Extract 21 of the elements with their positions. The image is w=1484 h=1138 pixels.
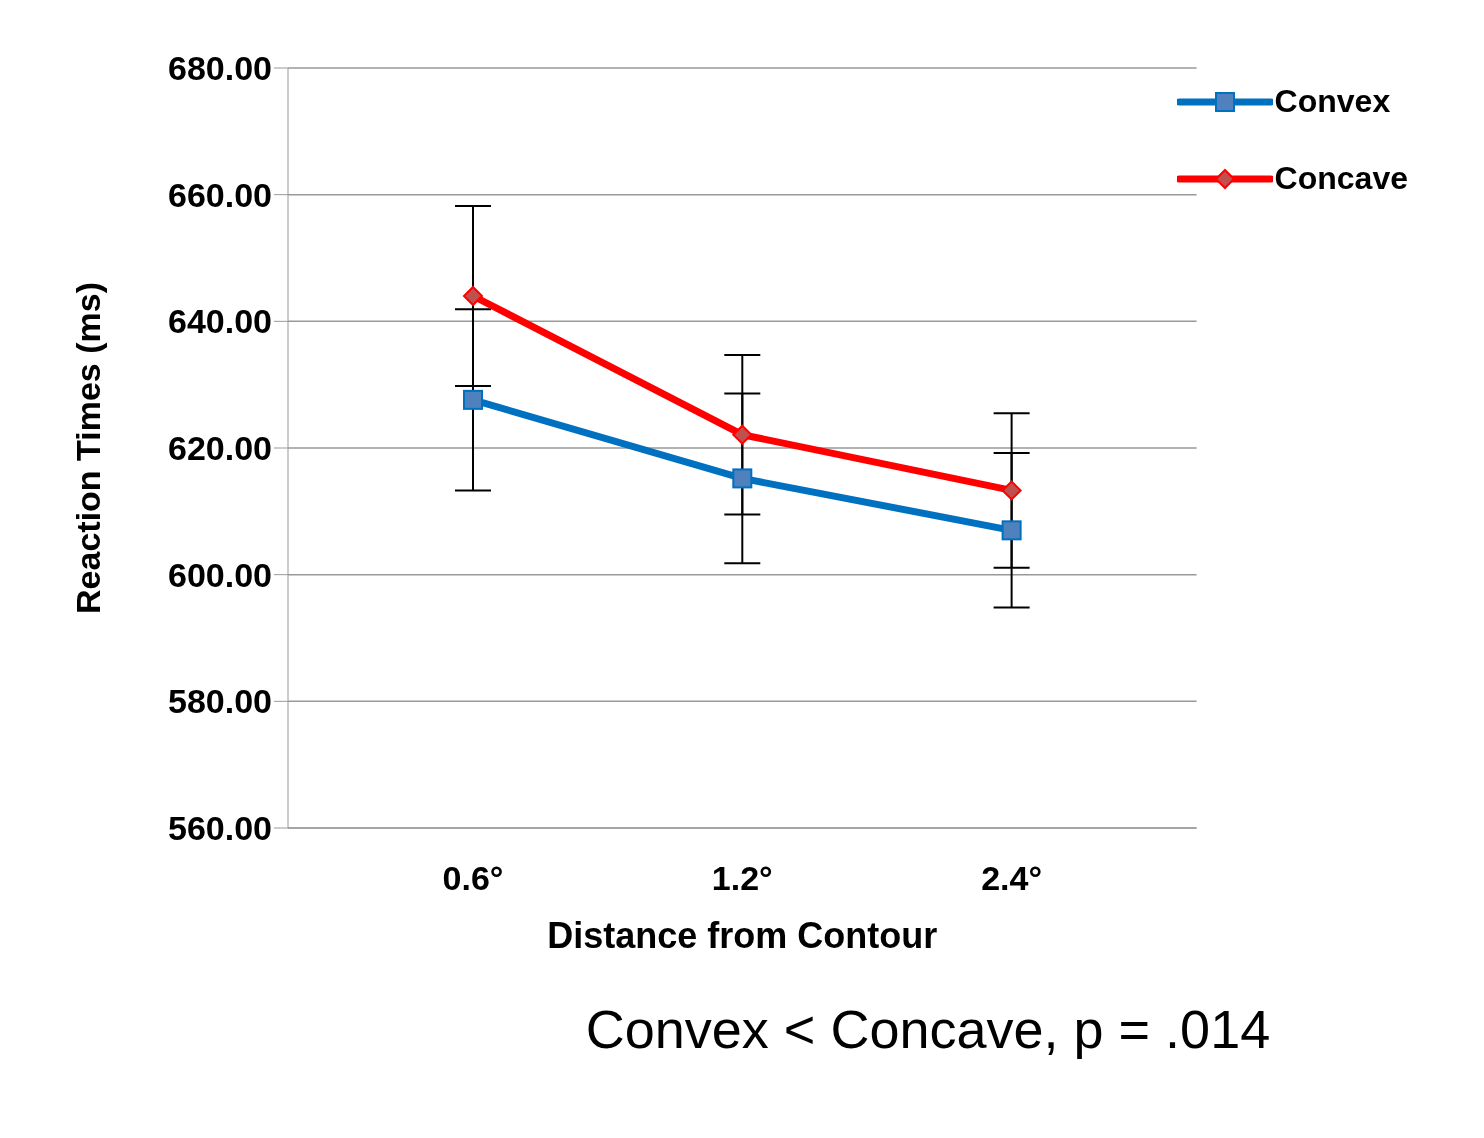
y-tick-label: 620.00 <box>168 429 272 468</box>
y-tick-label: 680.00 <box>168 49 272 88</box>
x-axis-title: Distance from Contour <box>547 915 938 956</box>
point <box>732 424 753 445</box>
text: Convex < Concave, p = .014 <box>584 998 1272 1060</box>
x-tick-label: 0.6° <box>442 859 504 898</box>
y-tick-label: 580.00 <box>168 682 272 721</box>
point <box>732 468 753 489</box>
y-tick-label: 660.00 <box>168 175 272 214</box>
y-tick-label: 560.00 <box>168 809 272 848</box>
y-axis-title: Reaction Times (ms) <box>69 282 108 614</box>
y-tick-label: 600.00 <box>168 555 272 594</box>
point <box>1001 480 1022 501</box>
legend-label: Convex <box>1274 83 1391 120</box>
y-tick-label: 640.00 <box>168 302 272 341</box>
point <box>463 286 483 306</box>
point <box>1001 520 1022 541</box>
x-tick-label: 2.4° <box>981 859 1043 898</box>
point <box>463 389 483 410</box>
x-tick-label: 1.2° <box>711 859 773 898</box>
legend-label: Concave <box>1274 160 1408 197</box>
